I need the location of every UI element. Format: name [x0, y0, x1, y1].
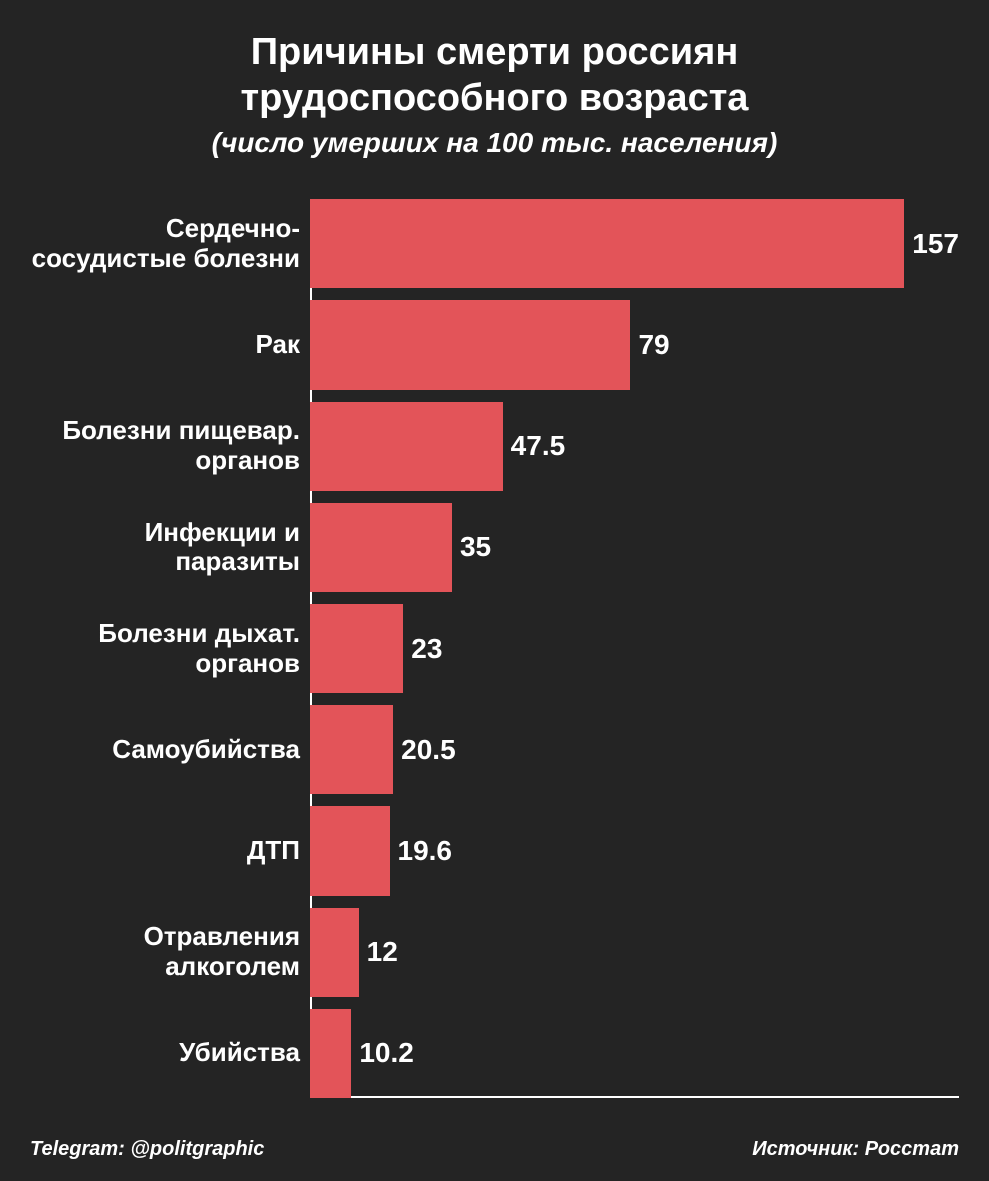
bar-category-label: ДТП: [30, 806, 310, 895]
bar-row: Самоубийства 20.5: [30, 705, 959, 794]
bar-fill: [310, 806, 390, 895]
bar-row: Инфекции и паразиты 35: [30, 503, 959, 592]
bar-category-label: Отравления алкоголем: [30, 908, 310, 997]
bar-value-label: 12: [359, 908, 398, 997]
bar-category-label: Сердечно-сосудистые болезни: [30, 199, 310, 288]
bar-fill: [310, 402, 503, 491]
bar-category-label: Болезни пищевар. органов: [30, 402, 310, 491]
bar-row: Отравления алкоголем 12: [30, 908, 959, 997]
bar-track: 157: [310, 199, 959, 288]
bar-track: 10.2: [310, 1009, 959, 1098]
bar-category-label: Самоубийства: [30, 705, 310, 794]
bar-value-label: 79: [630, 300, 669, 389]
bar-row: ДТП 19.6: [30, 806, 959, 895]
bar-category-label: Болезни дыхат. органов: [30, 604, 310, 693]
chart-container: Причины смерти россиян трудоспособного в…: [0, 0, 989, 1181]
title-block: Причины смерти россиян трудоспособного в…: [30, 30, 959, 159]
bar-fill: [310, 503, 452, 592]
footer-credit-right: Источник: Росстат: [752, 1138, 959, 1161]
bar-track: 19.6: [310, 806, 959, 895]
bar-category-label: Убийства: [30, 1009, 310, 1098]
chart-footer: Telegram: @politgraphic Источник: Росста…: [30, 1138, 959, 1161]
bar-fill: [310, 705, 393, 794]
bar-value-label: 23: [403, 604, 442, 693]
bar-track: 79: [310, 300, 959, 389]
chart-subtitle: (число умерших на 100 тыс. населения): [30, 127, 959, 159]
bar-row: Сердечно-сосудистые болезни 157: [30, 199, 959, 288]
bar-value-label: 47.5: [503, 402, 566, 491]
bar-row: Болезни дыхат. органов 23: [30, 604, 959, 693]
footer-credit-left: Telegram: @politgraphic: [30, 1138, 264, 1161]
bar-fill: [310, 604, 403, 693]
bar-value-label: 19.6: [390, 806, 453, 895]
bar-value-label: 157: [904, 199, 959, 288]
bar-track: 35: [310, 503, 959, 592]
bar-track: 12: [310, 908, 959, 997]
bar-row: Убийства 10.2: [30, 1009, 959, 1098]
bar-track: 20.5: [310, 705, 959, 794]
chart-title: Причины смерти россиян трудоспособного в…: [30, 30, 959, 121]
bar-value-label: 10.2: [351, 1009, 414, 1098]
bar-fill: [310, 199, 904, 288]
bar-track: 47.5: [310, 402, 959, 491]
bar-category-label: Инфекции и паразиты: [30, 503, 310, 592]
bar-row: Рак 79: [30, 300, 959, 389]
plot-area: Сердечно-сосудистые болезни 157 Рак 79 Болез…: [30, 199, 959, 1128]
title-line-2: трудоспособного возраста: [241, 77, 749, 119]
bar-category-label: Рак: [30, 300, 310, 389]
bar-fill: [310, 300, 630, 389]
bar-value-label: 20.5: [393, 705, 456, 794]
bar-value-label: 35: [452, 503, 491, 592]
bar-track: 23: [310, 604, 959, 693]
title-line-1: Причины смерти россиян: [251, 31, 739, 73]
bars-wrapper: Сердечно-сосудистые болезни 157 Рак 79 Болез…: [30, 199, 959, 1098]
bar-fill: [310, 908, 359, 997]
bar-row: Болезни пищевар. органов 47.5: [30, 402, 959, 491]
bar-fill: [310, 1009, 351, 1098]
